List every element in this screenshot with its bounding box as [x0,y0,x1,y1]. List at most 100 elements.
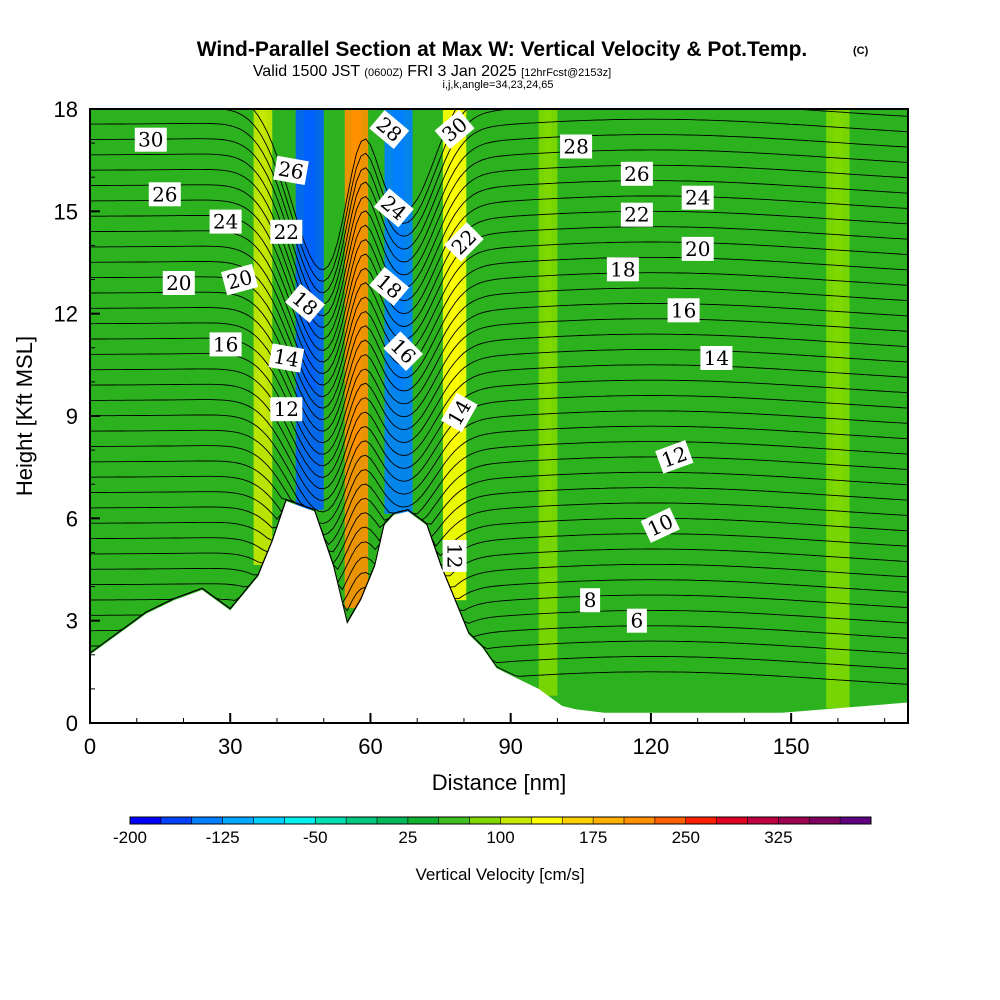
terrain-mask [90,501,908,723]
x-axis: 0 30 60 90 120 150 [84,713,886,759]
contour-label-text: 20 [685,237,710,261]
velocity-band-core [544,109,552,520]
colorbar-swatch [438,817,471,824]
colorbar-swatch [809,817,841,824]
velocity-band-core [449,109,460,453]
contour-label: 14 [268,343,305,373]
colorbar-swatch [377,817,409,824]
colorbar-tick-label: 175 [579,828,607,847]
theta-contour-line [90,425,908,536]
theta-contour-line [90,499,908,612]
colorbar-swatch [346,817,378,824]
theta-contour-line [90,441,908,546]
theta-contour-line [90,456,908,553]
theta-contour-line [90,272,908,421]
contour-label-text: 22 [624,203,649,227]
contour-label: 20 [162,271,195,295]
colorbar-tick-label: 100 [486,828,514,847]
valid-time-line: Valid 1500 JST (0600Z) FRI 3 Jan 2025 [1… [253,63,611,80]
theta-contour-line [90,395,908,513]
theta-contour-line [90,287,908,432]
theta-contour-line [90,499,908,591]
contour-label-text: 26 [152,182,177,206]
theta-contour-line [90,109,908,294]
x-tick-label: 120 [633,734,670,759]
theta-contour-line [90,487,908,571]
colorbar-tick-label: 325 [764,828,792,847]
x-tick-label: 150 [773,734,810,759]
theta-contour-line [90,118,908,305]
y-tick-label: 12 [54,302,78,327]
y-tick-label: 3 [66,609,78,634]
contour-label: 22 [620,202,653,227]
y-tick-label: 0 [66,711,78,736]
colorbar-tick-label: 250 [672,828,700,847]
theta-contour-line [90,134,908,317]
contour-label: 8 [580,588,601,613]
colorbar-swatch [191,817,224,824]
theta-contour-line [90,226,908,386]
theta-contour-line [90,379,908,501]
contour-label-text: 12 [274,397,299,421]
theta-contour-line [90,499,908,624]
contour-label: 10 [640,507,680,543]
colorbar-swatch [469,817,501,824]
colorbar-swatch [685,817,718,824]
colorbar-ticks: -200 -125 -50 25 100 175 250 325 [113,828,793,847]
theta-contour-line [90,302,908,444]
copyright-mark: (C) [853,45,869,57]
colorbar-swatch [624,817,656,824]
colorbar-swatch [253,817,285,824]
y-axis-label: Height [Kft MSL] [12,336,37,496]
theta-contour-line [90,164,908,340]
velocity-band-core [833,109,843,529]
contour-label: 28 [560,134,593,159]
forecast-info: [12hrFcst@2153z] [521,67,611,79]
contour-label-text: 16 [213,332,238,356]
contour-label-text: 24 [213,210,238,234]
x-tick-label: 90 [498,734,522,759]
x-axis-label: Distance [nm] [432,770,567,795]
colorbar-tick-label: -50 [303,828,328,847]
velocity-band-core [392,109,405,393]
contour-label-text: 26 [276,156,305,184]
y-tick-label: 9 [66,404,78,429]
colorbar-swatch [716,817,748,824]
theta-contour-line [90,499,908,624]
x-tick-label: 0 [84,734,96,759]
theta-contour-line [90,364,908,490]
contour-label-text: 8 [584,588,597,612]
colorbar-swatch [531,817,563,824]
contour-label-text: 20 [166,271,191,295]
colorbar-swatch [160,817,193,824]
colorbar-swatch [654,817,687,824]
contour-label: 22 [270,219,303,244]
theta-contour-line [90,499,908,605]
contour-label-text: 28 [563,135,588,159]
theta-contour-line [90,149,908,328]
contour-label: 26 [620,161,653,186]
contour-label-text: 24 [685,186,710,210]
grid-info: i,j,k,angle=34,23,24,65 [442,79,553,91]
colorbar-swatch [315,817,347,824]
contour-label: 26 [273,155,309,185]
colorbar-swatch [500,817,532,824]
contour-label: 16 [667,298,700,323]
contour-label: 6 [626,608,647,633]
contour-label-text: 6 [631,609,644,633]
contour-label-text: 12 [443,543,467,568]
colorbar-title: Vertical Velocity [cm/s] [415,865,584,884]
colorbar [129,816,872,825]
contour-label: 18 [606,257,639,282]
contour-label: 16 [209,332,242,357]
contour-label: 12 [270,397,303,422]
colorbar-swatch [778,817,810,824]
contour-label-text: 18 [610,257,635,281]
colorbar-swatch [593,817,625,824]
x-tick-label: 60 [358,734,382,759]
valid-date: FRI 3 Jan 2025 [407,63,517,80]
contour-label: 30 [134,127,167,152]
colorbar-swatch [562,817,594,824]
